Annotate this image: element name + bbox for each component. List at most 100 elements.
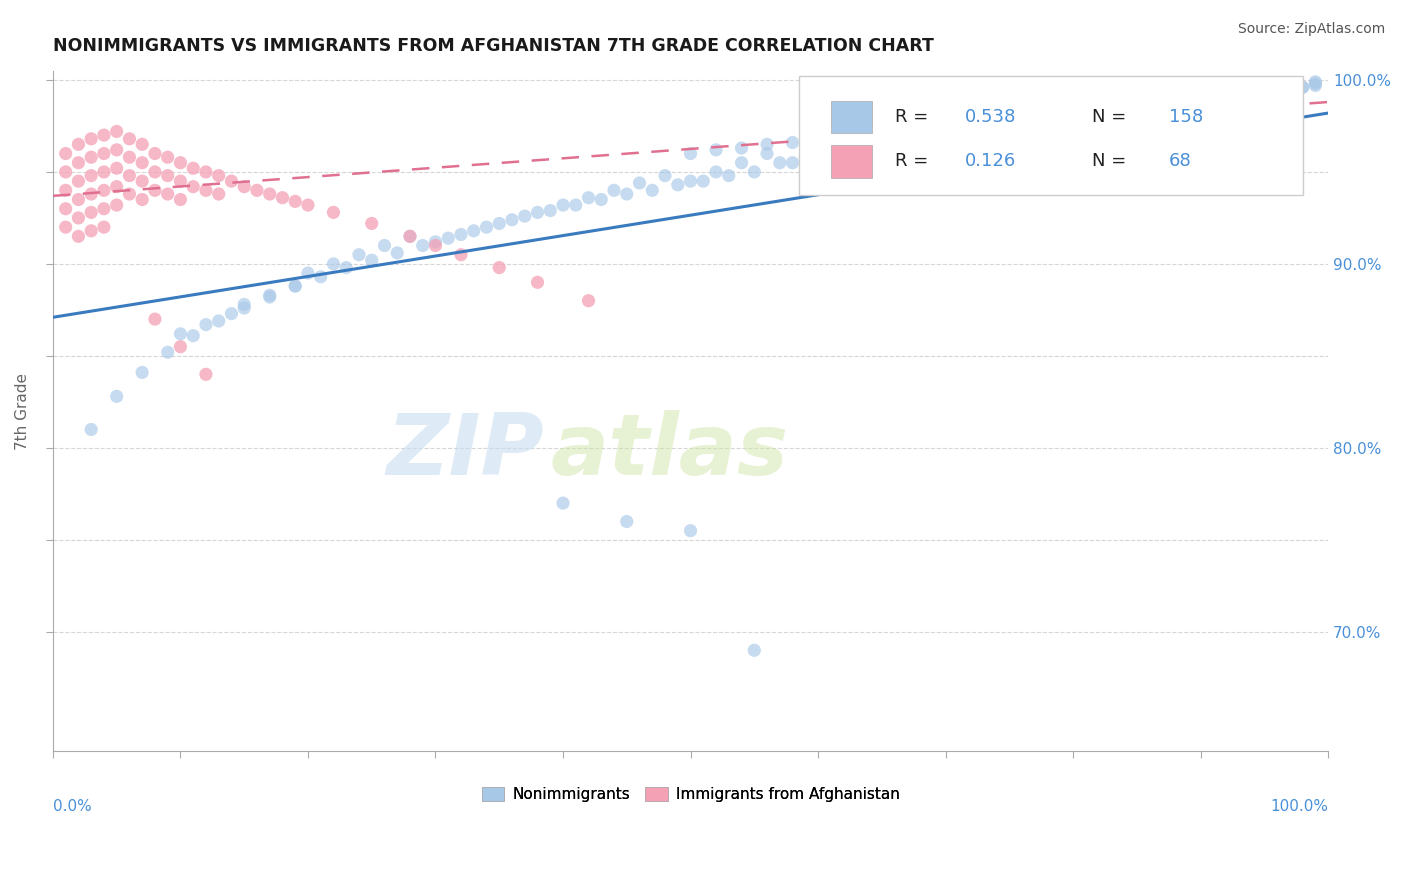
Point [845, 139, 868, 153]
Point [80, 169, 103, 183]
Point [93, 128, 115, 143]
Point [322, 205, 344, 219]
Point [105, 179, 128, 194]
Point [169, 326, 191, 341]
Point [194, 183, 217, 197]
Point [1011, 101, 1033, 115]
Point [1036, 96, 1059, 111]
Point [742, 165, 765, 179]
Point [233, 297, 256, 311]
Point [463, 224, 485, 238]
Point [373, 238, 395, 252]
Point [1177, 91, 1199, 105]
Point [105, 143, 128, 157]
Point [93, 183, 115, 197]
Point [807, 152, 830, 166]
Point [1278, 82, 1301, 96]
Point [832, 146, 855, 161]
Point [105, 161, 128, 176]
Point [858, 132, 880, 146]
Point [538, 203, 561, 218]
Point [143, 312, 166, 326]
Point [181, 328, 204, 343]
Point [1278, 82, 1301, 96]
Point [208, 314, 231, 328]
Point [526, 205, 548, 219]
Point [233, 301, 256, 315]
Point [347, 248, 370, 262]
Point [1087, 98, 1109, 112]
Point [730, 155, 752, 169]
Point [513, 209, 536, 223]
Point [1189, 89, 1212, 103]
Point [578, 191, 600, 205]
Point [616, 515, 638, 529]
Point [437, 231, 460, 245]
Point [143, 165, 166, 179]
Point [221, 174, 243, 188]
Point [1036, 104, 1059, 119]
Point [1011, 119, 1033, 133]
Point [322, 257, 344, 271]
Point [1114, 104, 1136, 119]
Point [526, 276, 548, 290]
Point [820, 145, 842, 159]
Point [80, 224, 103, 238]
Point [1126, 103, 1149, 117]
Point [679, 174, 702, 188]
Point [55, 220, 77, 235]
Point [55, 146, 77, 161]
Point [335, 260, 357, 275]
Point [832, 130, 855, 145]
Point [475, 220, 498, 235]
Point [986, 110, 1008, 124]
Point [1049, 103, 1071, 117]
Point [858, 126, 880, 140]
Point [870, 134, 893, 148]
Point [284, 194, 307, 209]
Text: 0.538: 0.538 [965, 108, 1017, 126]
Point [1024, 117, 1046, 131]
Point [973, 112, 995, 126]
Point [131, 193, 153, 207]
Point [1036, 115, 1059, 129]
Point [67, 211, 90, 225]
Point [883, 122, 905, 136]
Point [425, 238, 447, 252]
Point [704, 143, 727, 157]
Point [67, 174, 90, 188]
Point [118, 150, 141, 164]
Point [794, 150, 817, 164]
Point [935, 115, 957, 129]
Point [93, 220, 115, 235]
Point [55, 202, 77, 216]
Point [118, 169, 141, 183]
Text: 68: 68 [1168, 153, 1191, 170]
Point [807, 132, 830, 146]
Point [551, 198, 574, 212]
Point [1227, 86, 1250, 100]
Text: 0.126: 0.126 [965, 153, 1017, 170]
Point [80, 150, 103, 164]
Point [208, 187, 231, 202]
Point [194, 165, 217, 179]
Point [1024, 106, 1046, 120]
Point [756, 146, 779, 161]
Point [908, 119, 931, 133]
Point [948, 113, 970, 128]
Point [118, 187, 141, 202]
Point [259, 187, 281, 202]
Point [998, 108, 1021, 122]
Point [1215, 87, 1237, 102]
Point [1291, 80, 1313, 95]
Point [960, 124, 983, 138]
Point [717, 169, 740, 183]
Point [578, 293, 600, 308]
Point [208, 169, 231, 183]
FancyBboxPatch shape [831, 145, 872, 178]
Point [908, 120, 931, 135]
Point [591, 193, 613, 207]
Point [742, 643, 765, 657]
Point [501, 212, 523, 227]
Point [679, 524, 702, 538]
